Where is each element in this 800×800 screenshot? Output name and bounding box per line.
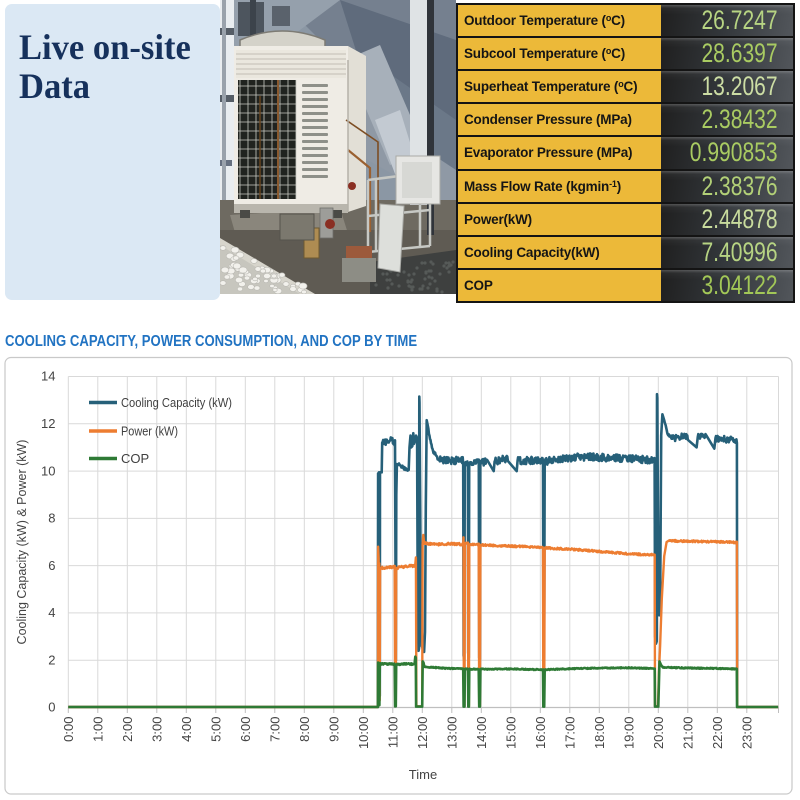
svg-text:6: 6 [48, 558, 55, 573]
svg-text:18:00: 18:00 [592, 717, 607, 750]
svg-text:2:00: 2:00 [120, 717, 135, 742]
svg-text:16:00: 16:00 [533, 717, 548, 750]
svg-text:20:00: 20:00 [651, 717, 666, 750]
svg-text:6:00: 6:00 [238, 717, 253, 742]
svg-text:3:00: 3:00 [150, 717, 165, 742]
svg-text:12: 12 [41, 416, 55, 431]
svg-text:Cooling Capacity (kW): Cooling Capacity (kW) [121, 395, 232, 410]
svg-text:13:00: 13:00 [445, 717, 460, 750]
svg-text:15:00: 15:00 [504, 717, 519, 750]
svg-text:10: 10 [41, 463, 55, 478]
svg-text:5:00: 5:00 [209, 717, 224, 742]
svg-text:14: 14 [41, 369, 55, 384]
svg-text:Power (kW): Power (kW) [121, 424, 178, 439]
svg-text:8:00: 8:00 [297, 717, 312, 742]
svg-text:11:00: 11:00 [386, 717, 401, 749]
svg-text:9:00: 9:00 [327, 717, 342, 742]
svg-text:8: 8 [48, 511, 55, 526]
svg-text:7:00: 7:00 [268, 717, 283, 742]
svg-text:12:00: 12:00 [415, 717, 430, 750]
svg-text:1:00: 1:00 [91, 717, 106, 742]
svg-text:4: 4 [48, 605, 55, 620]
svg-text:0:00: 0:00 [61, 717, 76, 742]
svg-text:19:00: 19:00 [622, 717, 637, 750]
svg-text:Cooling Capacity (kW) & Power: Cooling Capacity (kW) & Power (kW) [15, 440, 29, 645]
svg-text:21:00: 21:00 [681, 717, 696, 750]
svg-text:4:00: 4:00 [179, 717, 194, 742]
svg-text:23:00: 23:00 [740, 717, 755, 750]
svg-text:22:00: 22:00 [710, 717, 725, 750]
svg-text:14:00: 14:00 [474, 717, 489, 750]
svg-text:17:00: 17:00 [563, 717, 578, 750]
svg-text:COP: COP [121, 451, 149, 466]
svg-text:2: 2 [48, 652, 55, 667]
svg-text:0: 0 [48, 700, 55, 715]
svg-text:Time: Time [409, 767, 437, 782]
svg-text:10:00: 10:00 [356, 717, 371, 750]
